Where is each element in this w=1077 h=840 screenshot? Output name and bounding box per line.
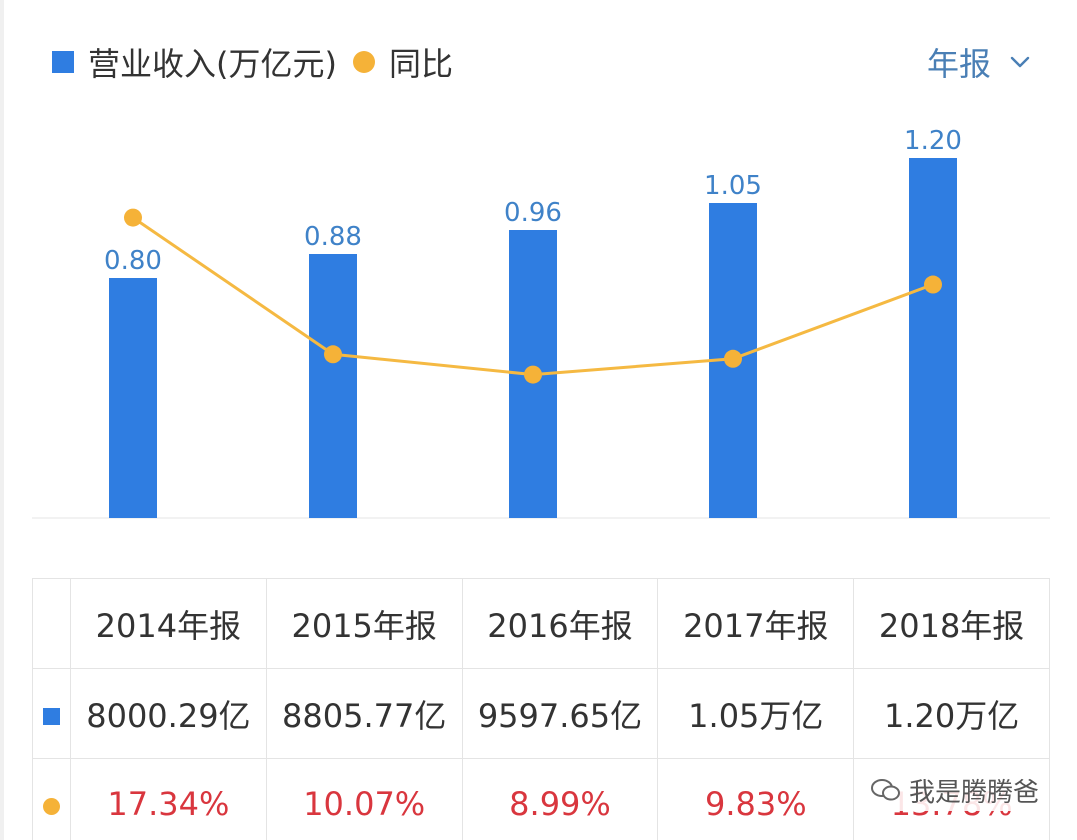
revenue-row: 8000.29亿 8805.77亿 9597.65亿 1.05万亿 1.20万亿 (32, 668, 1050, 759)
revenue-chart: 0.80 0.88 0.96 1.05 1.20 (32, 126, 1050, 519)
revenue-marker-square (43, 707, 60, 725)
growth-point (724, 349, 742, 368)
revenue-bar (109, 278, 157, 518)
revenue-cell: 1.20万亿 (853, 668, 1050, 759)
growth-cell: 8.99% (461, 758, 659, 840)
revenue-bar-label: 0.80 (104, 246, 162, 276)
period-select[interactable]: 年报 (927, 40, 1031, 84)
revenue-bar (309, 254, 357, 518)
financial-table: 2014年报 2015年报 2016年报 2017年报 2018年报 8000.… (32, 578, 1050, 840)
revenue-bar (909, 158, 957, 518)
header-corner-cell (32, 578, 71, 669)
revenue-cell: 8000.29亿 (70, 668, 267, 759)
watermark: 我是腾腾爸 (864, 770, 1045, 811)
growth-point (924, 275, 942, 294)
revenue-cell: 1.05万亿 (657, 668, 855, 759)
growth-row-marker (32, 758, 71, 840)
left-edge-line (0, 0, 4, 840)
growth-cell: 10.07% (265, 758, 463, 840)
revenue-legend-swatch (52, 51, 74, 73)
table-header-cell: 2017年报 (657, 578, 855, 669)
table-header-cell: 2015年报 (265, 578, 463, 669)
growth-legend-swatch (352, 51, 375, 73)
growth-point (124, 208, 142, 227)
growth-point (524, 365, 542, 384)
table-header-cell: 2018年报 (853, 578, 1050, 669)
growth-legend-label: 同比 (388, 45, 453, 83)
revenue-bar-label: 1.20 (904, 126, 962, 156)
chevron-down-icon (1010, 56, 1030, 68)
growth-marker-dot (43, 797, 60, 815)
revenue-row-marker (32, 668, 71, 759)
revenue-bar-label: 1.05 (704, 171, 762, 201)
growth-cell: 17.34% (70, 758, 267, 840)
revenue-bar-label: 0.88 (304, 222, 362, 252)
period-select-label: 年报 (926, 45, 991, 83)
chart-legend: 营业收入(万亿元) 同比 (52, 40, 453, 84)
wechat-icon (870, 778, 900, 800)
revenue-bar-label: 0.96 (504, 198, 562, 228)
revenue-cell: 8805.77亿 (265, 668, 463, 759)
growth-point (324, 345, 342, 364)
revenue-legend-label: 营业收入(万亿元) (88, 45, 337, 83)
revenue-cell: 9597.65亿 (461, 668, 659, 759)
growth-cell: 9.83% (657, 758, 855, 840)
table-header-cell: 2016年报 (461, 578, 659, 669)
table-header-cell: 2014年报 (70, 578, 267, 669)
table-header-row: 2014年报 2015年报 2016年报 2017年报 2018年报 (32, 578, 1050, 669)
watermark-text: 我是腾腾爸 (908, 778, 1039, 808)
